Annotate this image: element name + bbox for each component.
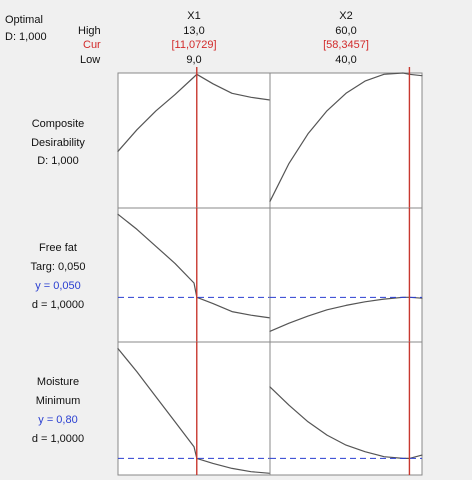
response-curve-r3-x2 [269, 386, 423, 459]
factor-x1-name: X1 [187, 10, 201, 22]
response-3-line2: Minimum [35, 395, 81, 407]
row-label-low: Low [80, 54, 101, 66]
response-2-line1: Free fat [39, 242, 77, 254]
panel-r1-c2 [269, 72, 423, 209]
response-2-line4: d = 1,0000 [31, 299, 85, 311]
panel-r3-c2 [269, 341, 423, 476]
factor-x2-low: 40,0 [335, 54, 357, 66]
response-curve-r3-x1 [117, 348, 271, 474]
response-2-line3: y = 0,050 [35, 280, 81, 292]
response-curve-r2-x1 [117, 213, 271, 319]
factor-x2-cur: [58,3457] [323, 39, 369, 51]
response-3-line3: y = 0,80 [38, 414, 78, 426]
panel-r3-c1 [117, 341, 271, 476]
response-1-line1: Composite [31, 118, 85, 130]
row-label-high: High [78, 25, 101, 37]
row-label-cur: Cur [83, 39, 101, 51]
response-3-line1: Moisture [36, 376, 80, 388]
optimal-label: Optimal [5, 14, 43, 26]
factor-x2-high: 60,0 [335, 25, 357, 37]
factor-x1-low: 9,0 [186, 54, 202, 66]
panel-r2-c1 [117, 207, 271, 343]
response-1-line2: Desirability [31, 137, 85, 149]
factor-x2-name: X2 [339, 10, 353, 22]
response-curve-r1-x1 [117, 73, 271, 152]
factor-x1-cur: [11,0729] [171, 39, 217, 51]
response-3-line4: d = 1,0000 [31, 433, 85, 445]
response-curve-r1-x2 [269, 72, 423, 202]
response-curve-r2-x2 [269, 296, 423, 332]
response-2-line2: Targ: 0,050 [30, 261, 86, 273]
panel-r1-c1 [117, 72, 271, 209]
factor-x1-high: 13,0 [183, 25, 205, 37]
optimal-d-label: D: 1,000 [5, 31, 47, 43]
panel-r2-c2 [269, 207, 423, 343]
response-1-line3: D: 1,000 [37, 155, 79, 167]
